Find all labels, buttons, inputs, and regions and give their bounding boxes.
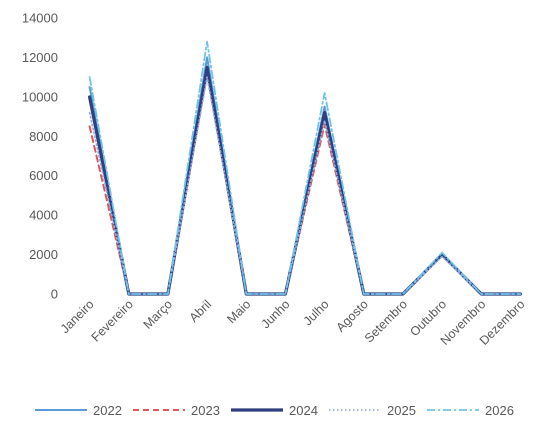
y-tick-label: 12000 bbox=[22, 50, 58, 65]
x-tick-label: Maio bbox=[224, 297, 253, 326]
x-tick-label: Setembro bbox=[362, 297, 410, 345]
series-line-2025 bbox=[88, 76, 522, 295]
x-tick-label: Junho bbox=[259, 297, 293, 331]
y-axis-ticks: 0 2000 4000 6000 8000 10000 12000 14000 bbox=[22, 11, 58, 302]
legend-label: 2024 bbox=[289, 403, 318, 418]
series-line-2024 bbox=[87, 65, 523, 296]
series-line-2022 bbox=[88, 56, 522, 295]
x-tick-label: Abril bbox=[187, 297, 215, 325]
series-line-2026 bbox=[88, 40, 522, 295]
x-tick-label: Março bbox=[141, 297, 175, 331]
x-tick-label: Agosto bbox=[333, 297, 370, 334]
y-tick-label: 10000 bbox=[22, 89, 58, 104]
legend-label: 2026 bbox=[485, 403, 514, 418]
y-tick-label: 14000 bbox=[22, 11, 58, 26]
y-tick-label: 6000 bbox=[29, 168, 58, 183]
legend-label: 2025 bbox=[387, 403, 416, 418]
x-tick-label: Fevereiro bbox=[89, 297, 136, 344]
x-tick-label: Janeiro bbox=[58, 297, 97, 336]
legend-label: 2023 bbox=[191, 403, 220, 418]
y-tick-label: 8000 bbox=[29, 129, 58, 144]
series-line-2023 bbox=[88, 72, 522, 295]
legend-label: 2022 bbox=[93, 403, 122, 418]
y-tick-label: 4000 bbox=[29, 208, 58, 223]
legend: 2022 2023 2024 2025 2026 bbox=[35, 403, 514, 418]
y-tick-label: 0 bbox=[51, 287, 58, 302]
series-lines bbox=[87, 40, 523, 296]
x-tick-label: Julho bbox=[301, 297, 332, 328]
y-tick-label: 2000 bbox=[29, 247, 58, 262]
